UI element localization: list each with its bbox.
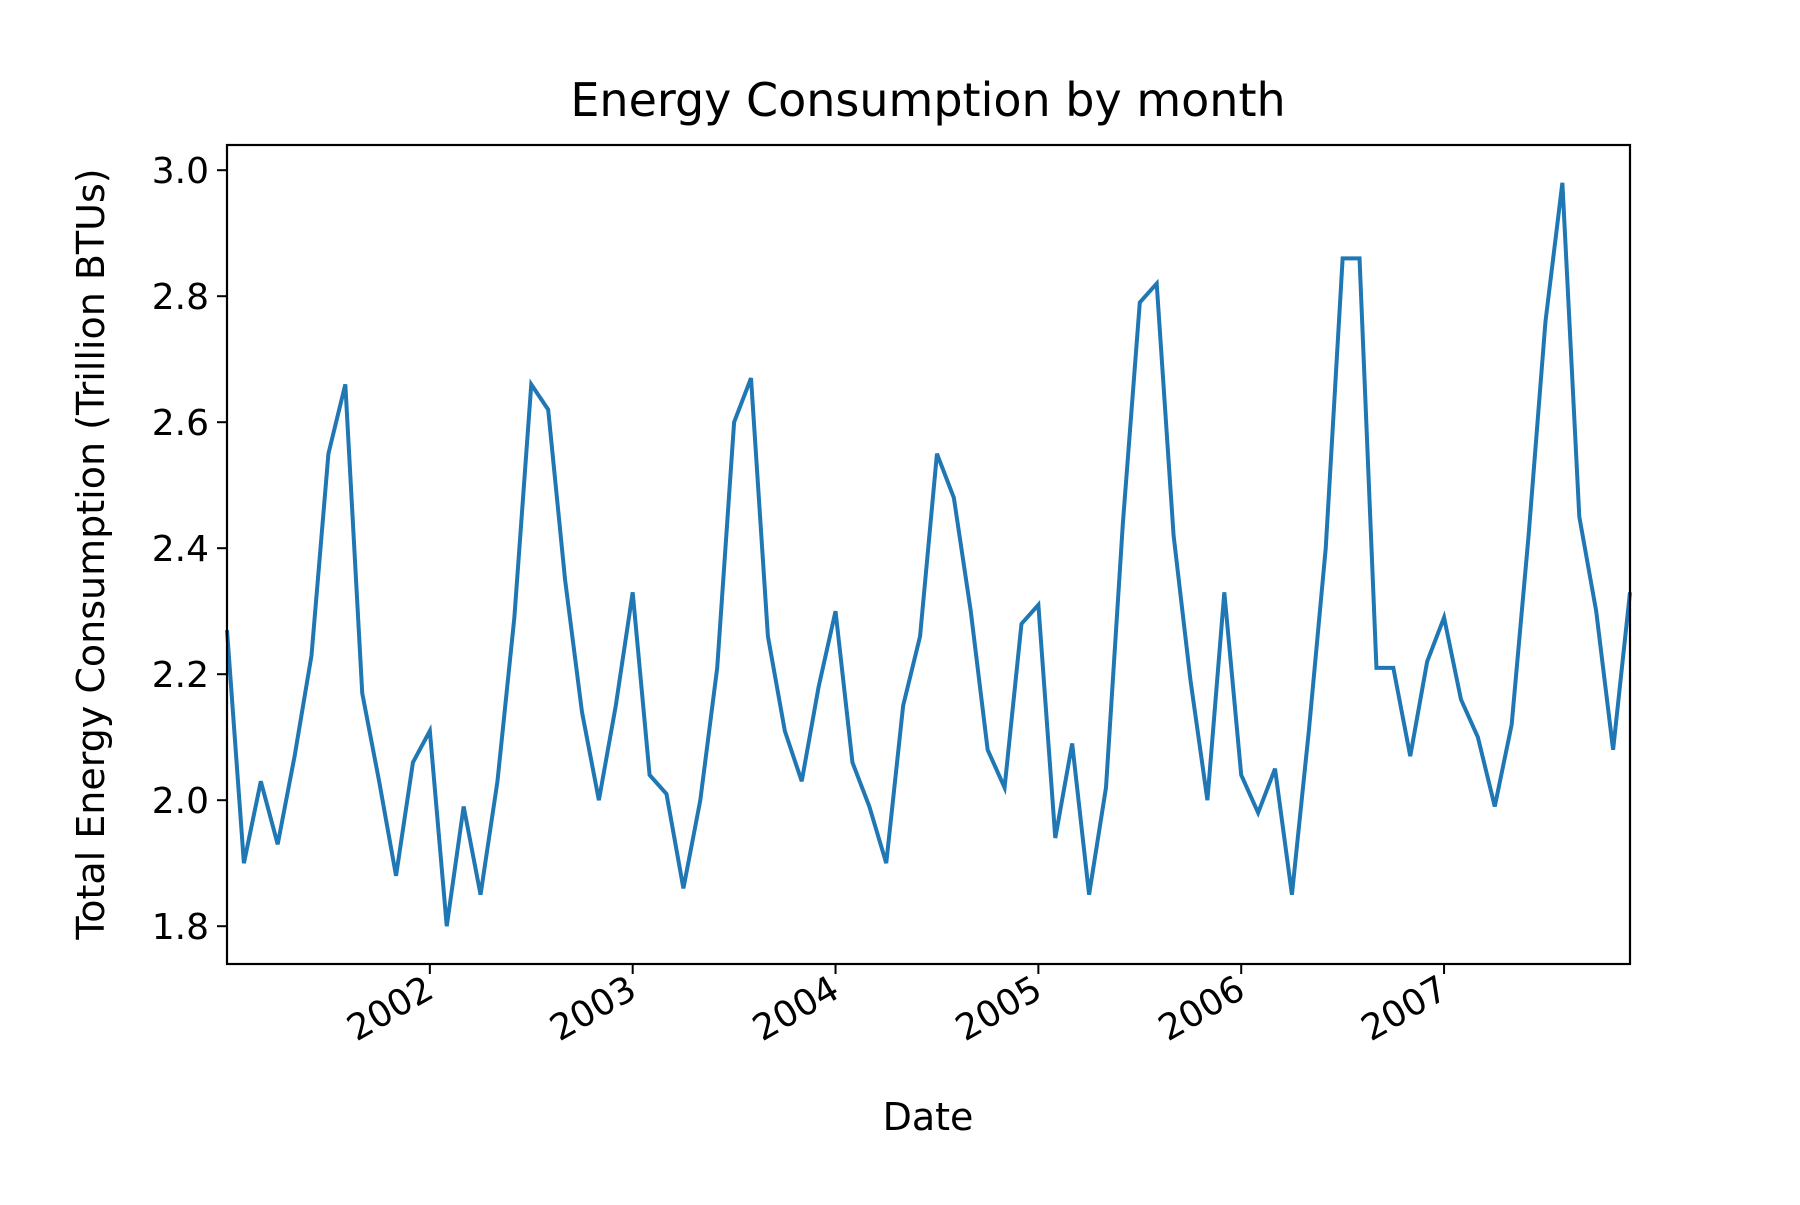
- y-axis-label: Total Energy Consumption (Trillion BTUs): [69, 168, 113, 940]
- y-tick-label: 1.8: [152, 907, 209, 948]
- x-axis: 2002 2003 2004 2005 2006 2007: [340, 964, 1455, 1050]
- x-tick-label: 2003: [543, 968, 643, 1049]
- x-tick-label: 2005: [949, 968, 1049, 1049]
- plot-frame: [225, 143, 1632, 966]
- chart-title: Energy Consumption by month: [570, 73, 1285, 127]
- y-tick-label: 2.2: [152, 655, 209, 696]
- x-tick-label: 2006: [1152, 968, 1252, 1049]
- y-tick-label: 3.0: [152, 151, 209, 192]
- x-tick-label: 2007: [1355, 968, 1455, 1049]
- y-tick-label: 2.0: [152, 781, 209, 822]
- x-axis-label: Date: [883, 1095, 974, 1139]
- y-axis: 1.8 2.0 2.2 2.4 2.6 2.8 3.0: [152, 151, 227, 948]
- series-line-0: [225, 182, 1632, 927]
- x-tick-label: 2002: [340, 968, 440, 1049]
- y-tick-label: 2.4: [152, 529, 209, 570]
- x-tick-label: 2004: [746, 968, 846, 1049]
- y-tick-label: 2.8: [152, 277, 209, 318]
- y-tick-label: 2.6: [152, 403, 209, 444]
